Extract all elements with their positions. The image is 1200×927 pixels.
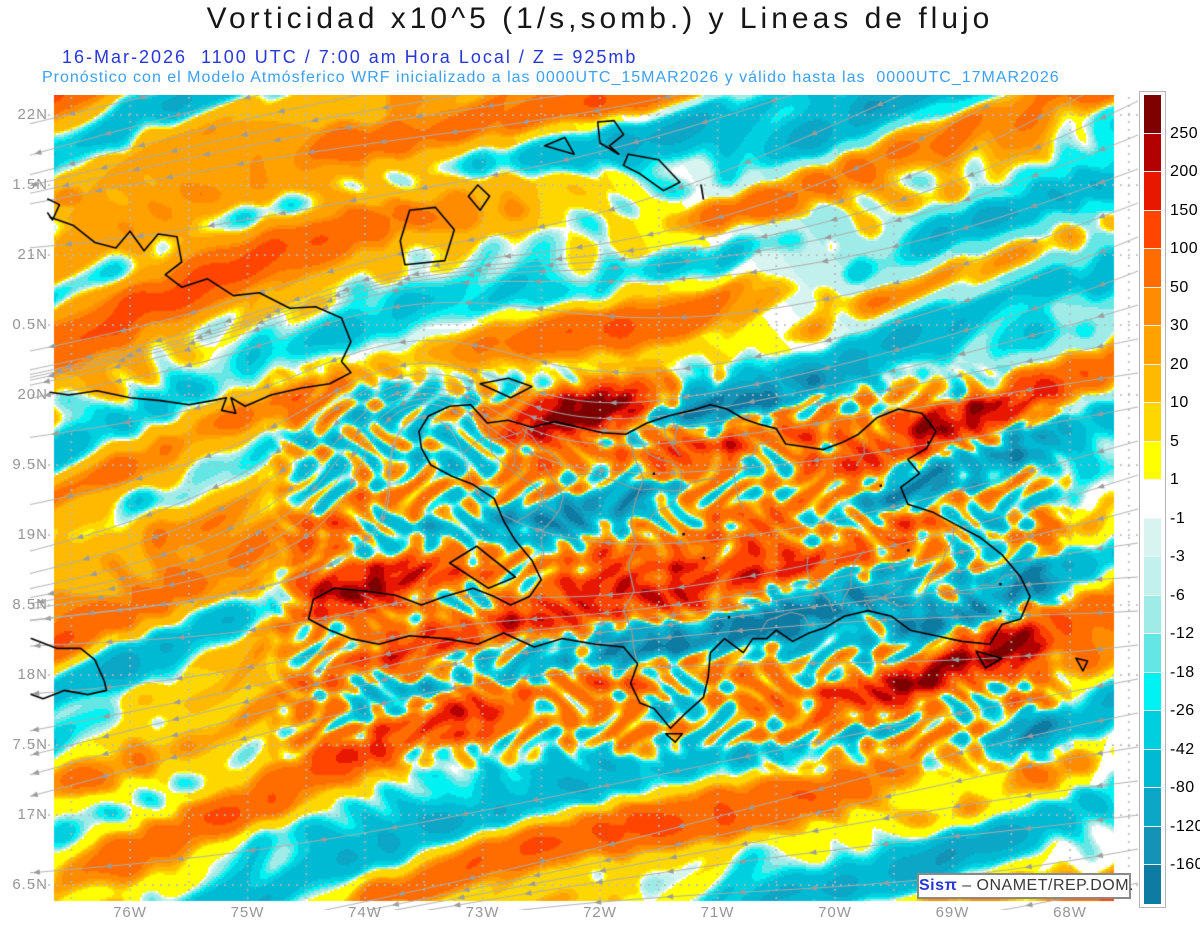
lon-tick-label: 69W xyxy=(935,904,970,921)
colorbar-tick-label: 10 xyxy=(1170,394,1189,411)
lon-tick-label: 74W xyxy=(348,904,382,921)
colorbar-swatch xyxy=(1144,749,1161,788)
colorbar-swatch xyxy=(1144,95,1161,134)
colorbar-tick-label: -120 xyxy=(1170,817,1200,835)
lon-tick-label: 72W xyxy=(583,904,617,921)
lat-tick-label: 20N xyxy=(17,386,48,403)
colorbar-tick-label: -6 xyxy=(1170,586,1186,604)
lat-tick-label: 8.5N xyxy=(12,596,48,613)
colorbar-tick-label: -12 xyxy=(1170,625,1195,642)
attribution-box: Sisπ – ONAMET/REP.DOM. xyxy=(917,873,1134,899)
colorbar-swatch xyxy=(1144,249,1161,288)
colorbar-swatch xyxy=(1144,595,1161,634)
colorbar-swatch xyxy=(1144,711,1161,750)
colorbar-tick-label: -42 xyxy=(1170,740,1195,758)
colorbar-tick-label: 5 xyxy=(1170,432,1180,450)
lat-tick-label: 7.5N xyxy=(12,736,48,753)
colorbar-swatch xyxy=(1144,672,1161,711)
lon-tick-label: 70W xyxy=(818,904,852,921)
lon-tick-label: 68W xyxy=(1053,904,1087,921)
valid-time-subtitle: 16-Mar-2026 1100 UTC / 7:00 am Hora Loca… xyxy=(62,47,638,67)
lon-tick-label: 75W xyxy=(230,904,265,921)
colorbar-swatch xyxy=(1144,557,1161,596)
vorticity-streamline-map-canvas xyxy=(30,95,1140,910)
model-run-subtitle: Pronóstico con el Modelo Atmósferico WRF… xyxy=(42,69,1060,86)
colorbar-tick-label: 30 xyxy=(1170,317,1189,334)
colorbar-swatch xyxy=(1144,210,1161,249)
colorbar-swatch xyxy=(1144,403,1161,442)
colorbar-swatch xyxy=(1144,133,1161,172)
lon-tick-label: 76W xyxy=(113,904,147,921)
lat-tick-label: 22N xyxy=(17,106,48,123)
lat-tick-label: 17N xyxy=(17,806,48,823)
lat-tick-label: 19N xyxy=(17,526,48,543)
lat-tick-label: 9.5N xyxy=(12,456,48,473)
colorbar-swatch xyxy=(1144,441,1161,480)
attribution-text: – ONAMET/REP.DOM. xyxy=(957,877,1134,894)
colorbar-tick-label: -26 xyxy=(1170,702,1195,719)
lat-tick-label: 6.5N xyxy=(12,876,48,893)
lat-tick-label: 18N xyxy=(17,666,48,683)
colorbar-tick-label: -160 xyxy=(1170,856,1200,873)
colorbar-tick-label: 150 xyxy=(1170,201,1199,219)
colorbar-tick-label: 100 xyxy=(1170,240,1199,257)
colorbar-swatch xyxy=(1144,788,1161,827)
colorbar-swatch xyxy=(1144,172,1161,211)
colorbar-tick-label: -3 xyxy=(1170,548,1186,565)
colorbar-tick-label: 200 xyxy=(1170,163,1199,180)
colorbar-tick-label: -18 xyxy=(1170,663,1195,681)
colorbar-swatch xyxy=(1144,826,1161,865)
colorbar-tick-label: -1 xyxy=(1170,509,1186,527)
colorbar-tick-label: 20 xyxy=(1170,355,1189,373)
colorbar-tick-label: 50 xyxy=(1170,278,1189,296)
colorbar-tick-label: 1 xyxy=(1170,471,1180,488)
colorbar-swatch xyxy=(1144,364,1161,403)
lat-tick-label: 0.5N xyxy=(12,316,48,333)
lat-tick-label: 21N xyxy=(17,246,48,263)
colorbar-swatch xyxy=(1144,518,1161,557)
lat-tick-label: 1.5N xyxy=(12,176,48,193)
colorbar-tick-label: 250 xyxy=(1170,124,1199,142)
lon-tick-label: 71W xyxy=(700,904,735,921)
colorbar-swatch xyxy=(1144,865,1161,904)
colorbar-swatch xyxy=(1144,480,1161,519)
colorbar-swatch xyxy=(1144,634,1161,673)
colorbar-swatch xyxy=(1144,326,1161,365)
sispi-logo: Sisπ xyxy=(919,877,958,894)
colorbar-tick-label: -80 xyxy=(1170,779,1195,796)
page-title: Vorticidad x10^5 (1/s,somb.) y Lineas de… xyxy=(206,2,994,35)
colorbar-swatch xyxy=(1144,287,1161,326)
lon-tick-label: 73W xyxy=(465,904,500,921)
